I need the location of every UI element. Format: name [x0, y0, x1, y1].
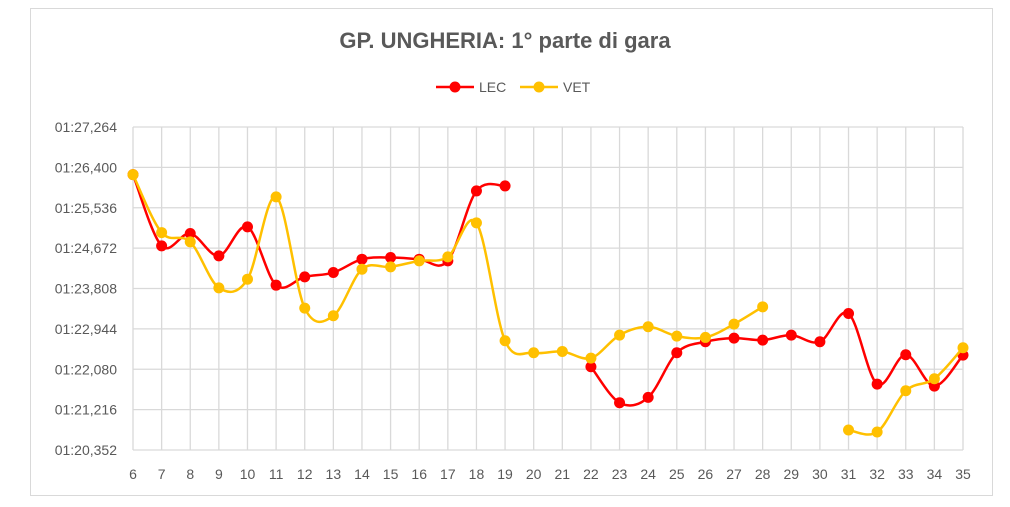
x-tick-label: 10: [240, 466, 256, 482]
data-point-lec: [156, 240, 168, 252]
data-point-vet: [671, 330, 683, 342]
data-point-vet: [156, 227, 168, 239]
x-tick-label: 23: [612, 466, 628, 482]
x-tick-label: 8: [186, 466, 194, 482]
y-tick-label: 01:21,216: [55, 402, 117, 418]
data-point-lec: [385, 252, 397, 264]
legend-label-vet: VET: [563, 79, 591, 95]
x-tick-label: 20: [526, 466, 542, 482]
legend-label-lec: LEC: [479, 79, 506, 95]
data-point-vet: [528, 347, 540, 359]
data-point-lec: [642, 391, 654, 403]
data-point-lec: [241, 221, 253, 233]
x-tick-label: 33: [898, 466, 914, 482]
x-tick-label: 16: [411, 466, 427, 482]
x-tick-label: 32: [869, 466, 885, 482]
data-point-vet: [957, 342, 969, 354]
data-point-vet: [585, 352, 597, 364]
data-point-lec: [270, 279, 282, 291]
data-point-lec: [728, 332, 740, 344]
data-point-vet: [871, 426, 883, 438]
x-tick-label: 18: [469, 466, 485, 482]
x-tick-label: 27: [726, 466, 742, 482]
chart-title: GP. UNGHERIA: 1° parte di gara: [339, 28, 671, 53]
y-tick-label: 01:24,672: [55, 240, 117, 256]
data-point-lec: [585, 361, 597, 373]
data-point-vet: [728, 318, 740, 330]
y-tick-label: 01:23,808: [55, 281, 117, 297]
x-tick-label: 12: [297, 466, 313, 482]
data-point-vet: [327, 310, 339, 322]
x-tick-label: 34: [927, 466, 943, 482]
x-tick-label: 19: [497, 466, 513, 482]
data-point-vet: [642, 321, 654, 333]
data-point-vet: [299, 302, 311, 314]
x-tick-label: 30: [812, 466, 828, 482]
data-point-vet: [699, 331, 711, 343]
y-tick-label: 01:25,536: [55, 200, 117, 216]
x-tick-label: 15: [383, 466, 399, 482]
data-point-lec: [184, 228, 196, 240]
y-tick-label: 01:22,080: [55, 361, 117, 377]
data-point-lec: [871, 378, 883, 390]
x-tick-label: 13: [326, 466, 342, 482]
data-point-vet: [928, 373, 940, 385]
data-point-vet: [442, 251, 454, 263]
data-point-vet: [843, 424, 855, 436]
x-tick-label: 35: [955, 466, 971, 482]
x-tick-label: 29: [783, 466, 799, 482]
x-tick-label: 25: [669, 466, 685, 482]
x-tick-label: 22: [583, 466, 599, 482]
x-tick-label: 21: [555, 466, 571, 482]
x-tick-label: 17: [440, 466, 456, 482]
data-point-vet: [900, 385, 912, 397]
y-tick-label: 01:27,264: [55, 119, 117, 135]
data-point-lec: [843, 307, 855, 319]
y-tick-label: 01:20,352: [55, 442, 117, 458]
x-tick-label: 6: [129, 466, 137, 482]
x-tick-label: 31: [841, 466, 857, 482]
data-point-vet: [470, 217, 482, 229]
data-point-vet: [241, 273, 253, 285]
data-point-vet: [213, 282, 225, 294]
data-point-lec: [470, 185, 482, 197]
data-point-lec: [299, 271, 311, 283]
data-point-vet: [127, 169, 139, 181]
data-point-lec: [213, 250, 225, 262]
x-tick-label: 11: [269, 466, 284, 482]
data-point-vet: [184, 236, 196, 248]
y-tick-label: 01:22,944: [55, 321, 117, 337]
data-point-vet: [614, 329, 626, 341]
data-point-vet: [757, 301, 769, 313]
x-tick-label: 9: [215, 466, 223, 482]
data-point-lec: [356, 253, 368, 265]
data-point-lec: [671, 347, 683, 359]
x-tick-label: 26: [698, 466, 714, 482]
data-point-vet: [413, 255, 425, 267]
y-tick-label: 01:26,400: [55, 159, 117, 175]
data-point-lec: [757, 334, 769, 346]
x-tick-label: 7: [158, 466, 166, 482]
data-point-lec: [499, 180, 511, 192]
data-point-vet: [270, 191, 282, 203]
x-tick-label: 14: [354, 466, 370, 482]
chart-frame: [30, 8, 993, 496]
legend-marker-lec: [449, 81, 461, 93]
data-point-lec: [327, 267, 339, 279]
data-point-vet: [356, 263, 368, 275]
data-point-vet: [385, 261, 397, 273]
data-point-vet: [499, 335, 511, 347]
legend-marker-vet: [533, 81, 545, 93]
data-point-lec: [614, 397, 626, 409]
data-point-lec: [900, 349, 912, 361]
x-tick-label: 24: [640, 466, 656, 482]
data-point-lec: [814, 336, 826, 348]
x-tick-label: 28: [755, 466, 771, 482]
data-point-lec: [785, 329, 797, 341]
data-point-vet: [556, 345, 568, 357]
